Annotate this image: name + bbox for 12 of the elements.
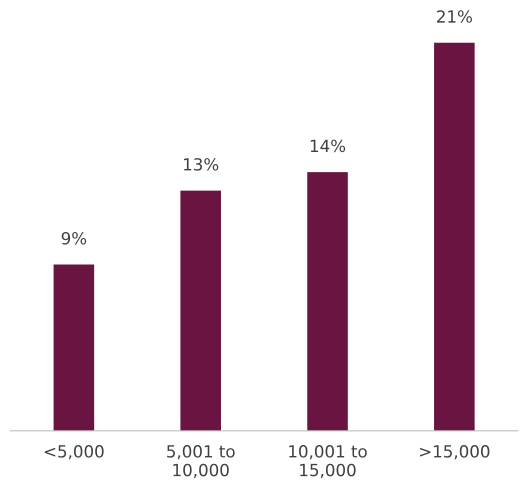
x-tick-label: <5,000 — [44, 445, 104, 460]
bar — [307, 172, 348, 431]
bar — [54, 264, 94, 431]
data-label: 14% — [310, 140, 346, 152]
bar — [180, 190, 221, 431]
x-tick-label: 10,001 to 15,000 — [289, 445, 367, 478]
x-tick-label: >15,000 — [420, 445, 490, 460]
data-label: 21% — [437, 10, 472, 23]
data-label: 13% — [184, 158, 218, 171]
bar — [434, 42, 475, 431]
x-tick-label: 5,001 to 10,000 — [167, 445, 235, 478]
data-label: 9% — [62, 232, 86, 245]
